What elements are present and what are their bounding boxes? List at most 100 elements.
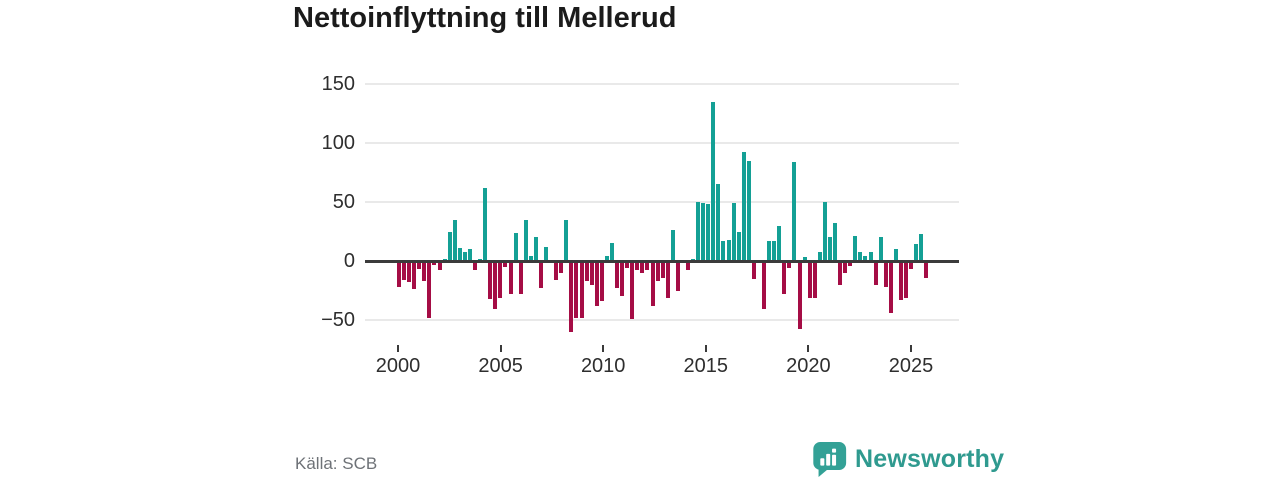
bar: [533, 237, 538, 261]
bar: [615, 261, 619, 289]
bar: [893, 249, 898, 261]
bar: [640, 261, 645, 273]
bar: [868, 251, 873, 261]
bar: [650, 261, 655, 306]
bar: [716, 184, 721, 261]
bar: [675, 261, 680, 291]
bar: [833, 223, 838, 261]
bar: [412, 261, 417, 290]
x-tick-label: 2005: [478, 355, 523, 377]
gridline-50: [365, 201, 959, 203]
x-tick: [602, 345, 605, 352]
bar: [767, 240, 772, 261]
y-tick-label: −50: [321, 309, 355, 331]
bar: [569, 261, 574, 332]
bar: [741, 152, 746, 261]
bar: [792, 161, 797, 261]
bar: [746, 160, 751, 261]
bar: [483, 187, 488, 261]
bar: [848, 261, 853, 266]
bar: [863, 256, 868, 261]
bar: [518, 261, 523, 295]
bar: [782, 261, 787, 295]
bar: [685, 261, 690, 271]
bar: [584, 261, 589, 282]
bar: [888, 261, 893, 313]
bar: [909, 261, 914, 270]
bar: [513, 232, 518, 261]
bar: [838, 261, 843, 285]
bar: [564, 219, 569, 261]
bar: [422, 261, 427, 282]
gridline-100: [365, 142, 959, 144]
bar: [817, 251, 822, 261]
bar: [503, 261, 508, 267]
x-tick: [499, 345, 502, 352]
x-tick-label: 2020: [786, 355, 831, 377]
bar: [645, 261, 650, 271]
bar: [807, 261, 812, 298]
bar: [620, 261, 625, 297]
bar: [630, 261, 635, 319]
y-tick-label: 150: [321, 73, 355, 95]
bar: [488, 261, 493, 299]
bar: [655, 261, 660, 282]
bar: [711, 101, 716, 261]
bar: [402, 261, 407, 280]
bar: [635, 261, 640, 271]
y-tick-label: 0: [343, 250, 355, 272]
y-tick-label: 100: [321, 132, 355, 154]
bar: [883, 261, 888, 287]
bar: [827, 237, 832, 261]
bar: [599, 261, 604, 302]
gridline-150: [365, 83, 959, 85]
bar: [696, 202, 701, 261]
bar: [528, 256, 533, 261]
newsworthy-wordmark: Newsworthy: [855, 444, 1005, 473]
bar: [898, 261, 903, 300]
bar: [559, 261, 564, 273]
bar: [706, 204, 711, 261]
bar: [452, 219, 457, 261]
bar: [802, 257, 807, 261]
bar: [508, 261, 513, 295]
bar: [751, 261, 756, 279]
bar: [604, 256, 609, 261]
source-label: Källa: SCB: [295, 454, 378, 473]
bar: [787, 261, 792, 269]
plot-area: 2000 2005 2010 2015 2020 2025: [365, 70, 959, 380]
bar: [691, 258, 696, 261]
x-tick: [704, 345, 707, 352]
x-tick-label: 2010: [580, 355, 626, 377]
bar: [660, 261, 665, 278]
bar: [467, 249, 472, 261]
bar: [427, 261, 432, 318]
bar: [878, 237, 883, 261]
gridline--50: [365, 319, 959, 321]
bar: [538, 261, 543, 289]
bar: [625, 261, 630, 269]
bar: [904, 261, 908, 298]
bar: [919, 233, 924, 261]
bar: [924, 261, 929, 278]
bar: [665, 261, 670, 298]
bar: [594, 261, 599, 306]
newsworthy-branding[interactable]: Newsworthy: [812, 440, 1004, 478]
bar: [574, 261, 579, 318]
bar: [670, 230, 675, 261]
bar: [812, 261, 817, 298]
bar: [437, 261, 442, 271]
bar: [397, 261, 401, 287]
bar: [523, 219, 528, 261]
bar: [822, 202, 827, 261]
bar: [473, 261, 478, 271]
bar: [407, 261, 412, 283]
bar: [417, 261, 422, 270]
bar: [721, 240, 726, 261]
bar: [478, 258, 483, 261]
bar: [797, 261, 802, 330]
chart-title: Nettoinflyttning till Mellerud: [293, 2, 677, 34]
bar: [589, 261, 594, 285]
bar: [777, 225, 782, 261]
